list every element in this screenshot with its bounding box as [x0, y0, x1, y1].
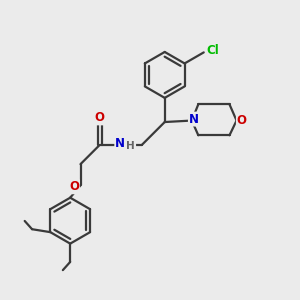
Text: O: O — [69, 180, 79, 193]
Text: H: H — [127, 142, 135, 152]
Text: Cl: Cl — [207, 44, 220, 57]
Text: O: O — [237, 114, 247, 127]
Text: O: O — [95, 111, 105, 124]
Text: N: N — [189, 112, 199, 126]
Text: N: N — [115, 137, 125, 150]
